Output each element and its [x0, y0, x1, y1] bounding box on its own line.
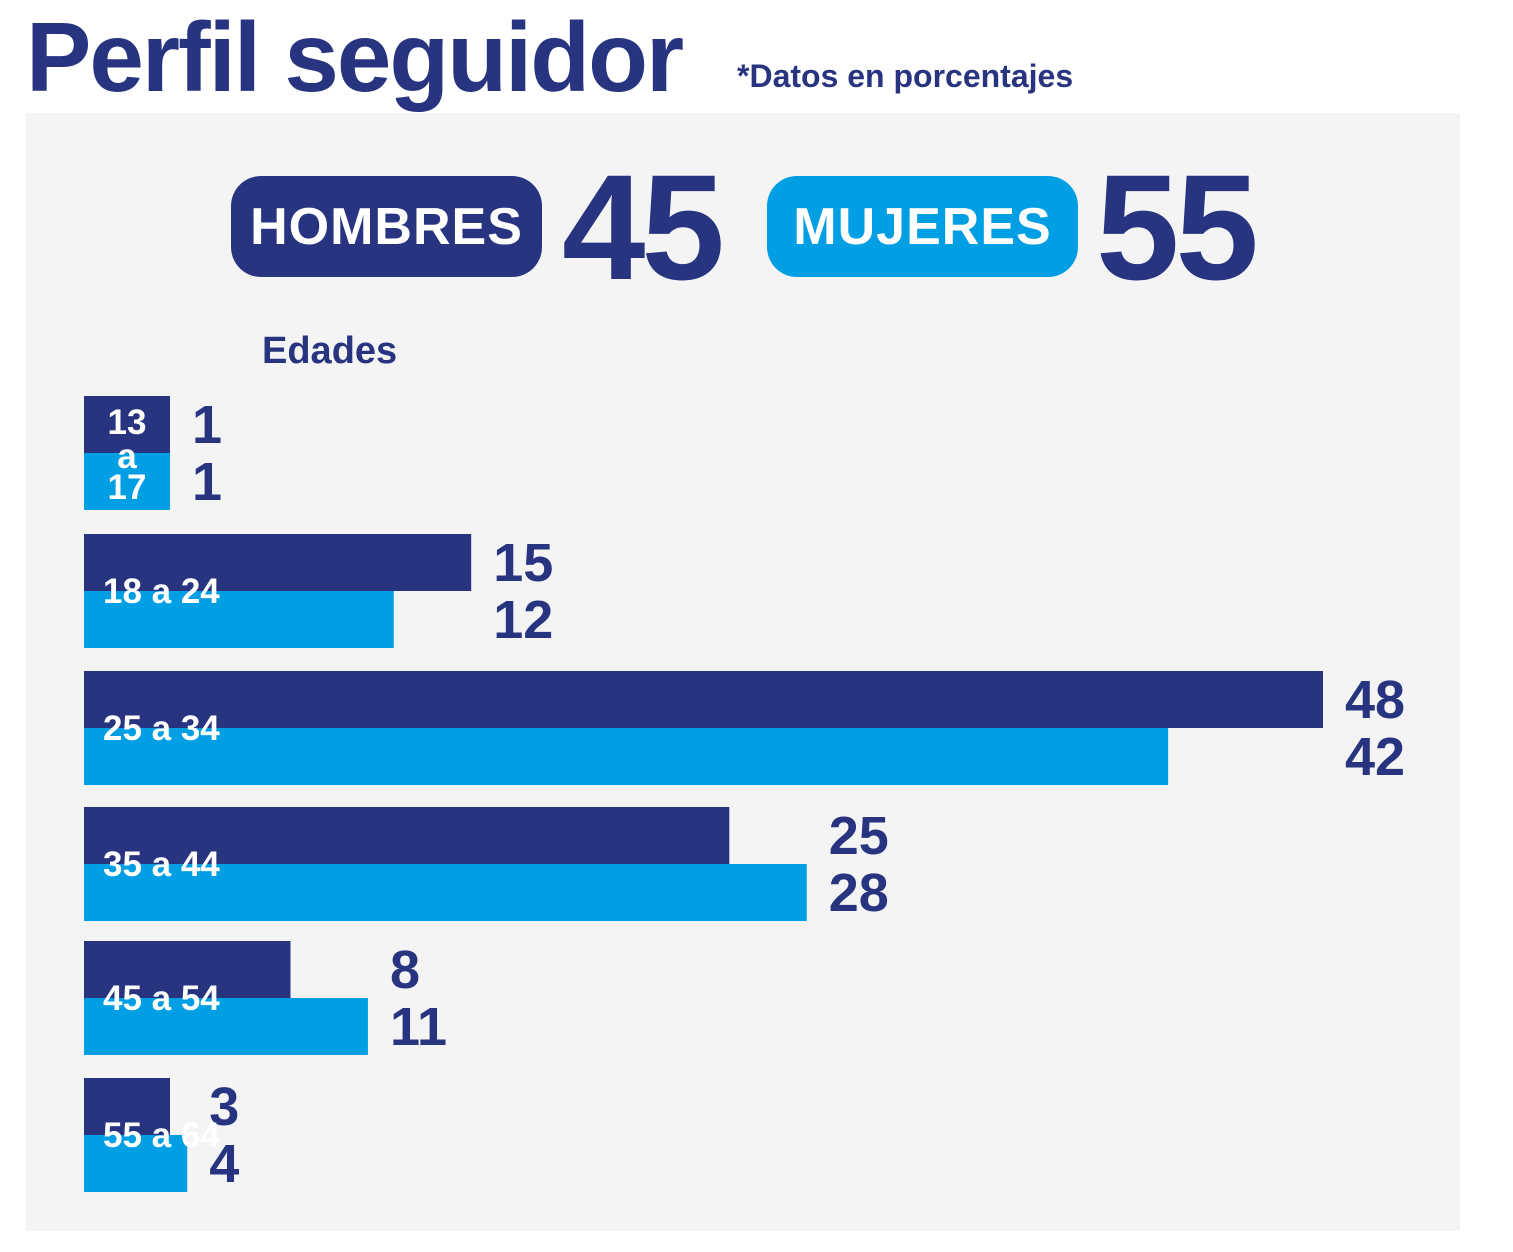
value-label-men-4: 8 [390, 940, 420, 1000]
bar-men-5 [84, 1078, 170, 1135]
category-label-3: 35 a 44 [103, 845, 220, 884]
value-label-men-3: 25 [829, 806, 889, 866]
category-label-1: 18 a 24 [103, 572, 220, 611]
category-label-0-part-0: 13 [108, 403, 147, 442]
value-label-men-5: 3 [209, 1077, 239, 1137]
bar-women-5 [84, 1135, 188, 1192]
chart-title: Edades [262, 330, 398, 372]
bar-women-4 [84, 998, 368, 1055]
bar-women-2 [84, 728, 1169, 785]
category-label-5: 55 a 64 [103, 1116, 220, 1155]
women-badge: MUJERES [767, 176, 1078, 277]
value-label-women-5: 4 [209, 1134, 239, 1194]
value-label-women-0: 1 [192, 452, 222, 512]
men-percentage: 45 [562, 143, 725, 311]
category-label-4: 45 a 54 [103, 979, 220, 1018]
value-label-men-1: 15 [493, 533, 553, 593]
page-title: Perfil seguidor [26, 2, 684, 112]
value-label-women-2: 42 [1345, 727, 1405, 787]
bar-men-4 [84, 941, 291, 998]
bar-men-3 [84, 807, 730, 864]
bar-women-3 [84, 864, 807, 921]
bar-men-0 [84, 396, 170, 453]
women-percentage: 55 [1096, 143, 1259, 311]
value-label-women-3: 28 [829, 863, 889, 923]
value-label-men-0: 1 [192, 395, 222, 455]
bar-women-1 [84, 591, 394, 648]
value-label-men-2: 48 [1345, 670, 1405, 730]
bar-women-0 [84, 453, 170, 510]
bar-men-1 [84, 534, 472, 591]
category-label-0-part-2: 17 [108, 468, 147, 507]
category-label-2: 25 a 34 [103, 709, 220, 748]
value-label-women-1: 12 [493, 590, 553, 650]
category-label-0-part-1: a [117, 437, 137, 476]
data-note: *Datos en porcentajes [737, 58, 1074, 94]
men-badge: HOMBRES [231, 176, 542, 277]
value-label-women-4: 11 [390, 997, 447, 1057]
bar-men-2 [84, 671, 1323, 728]
